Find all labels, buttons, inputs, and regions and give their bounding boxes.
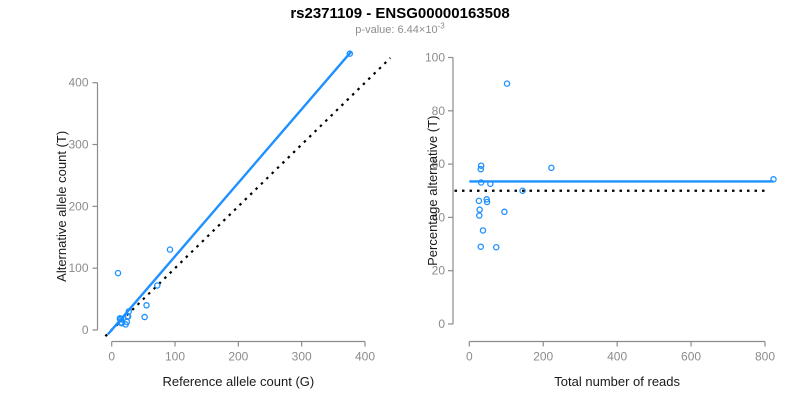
y-tick-label: 40 [432, 210, 446, 224]
data-point [483, 196, 490, 203]
data-point [154, 282, 161, 289]
x-tick-label: 400 [355, 350, 375, 364]
data-point [114, 269, 122, 277]
data-point [519, 187, 526, 194]
y-tick-label: 300 [68, 138, 88, 152]
data-point [122, 321, 129, 328]
y-tick-label: 100 [68, 261, 88, 275]
y-tick-label: 80 [432, 104, 446, 118]
data-point [141, 313, 148, 321]
y-tick-label: 60 [432, 157, 446, 171]
data-point [548, 164, 555, 172]
data-point [503, 80, 511, 87]
x-axis-title: Total number of reads [554, 374, 680, 389]
data-point [143, 302, 150, 309]
data-point [117, 316, 125, 323]
data-point [487, 180, 494, 188]
x-tick-label: 200 [533, 350, 553, 364]
x-axis-title: Reference allele count (G) [162, 374, 314, 389]
data-point [346, 50, 354, 57]
x-tick-label: 600 [681, 350, 701, 364]
pvalue-text: p-value: 6.44×10 [355, 24, 438, 36]
data-point [477, 243, 485, 250]
data-point [477, 179, 485, 186]
x-tick-label: 200 [228, 350, 248, 364]
y-tick-label: 0 [438, 317, 445, 331]
y-axis-title: Alternative allele count (T) [54, 131, 69, 282]
data-point [166, 246, 174, 253]
pvalue-exponent: -3 [437, 21, 445, 31]
data-point [493, 243, 500, 251]
data-point [483, 198, 491, 206]
y-tick-label: 0 [82, 323, 89, 337]
y-tick-label: 200 [68, 199, 88, 213]
data-point [476, 212, 483, 219]
x-tick-label: 100 [165, 350, 185, 364]
x-tick-label: 0 [466, 350, 473, 364]
data-point [501, 208, 508, 216]
left-scatter-plot: 0 100 200 300 400 0 100 200 300 400 Reference alle… [54, 50, 392, 389]
data-point [479, 227, 487, 234]
x-tick-label: 800 [755, 350, 775, 364]
data-point [476, 206, 483, 213]
fit-line [106, 51, 352, 336]
y-tick-label: 400 [68, 76, 88, 90]
x-tick-label: 300 [292, 350, 312, 364]
figure-subtitle: p-value: 6.44×10-3 [0, 21, 800, 36]
figure-title: rs2371109 - ENSG00000163508 [290, 5, 510, 22]
right-scatter-plot: 0 20 40 60 80 100 0 200 400 600 800 Total number of… [425, 51, 777, 389]
y-tick-label: 20 [432, 264, 446, 278]
identity-line [104, 57, 392, 337]
x-tick-label: 400 [607, 350, 627, 364]
data-point [770, 176, 777, 183]
data-point [477, 165, 485, 173]
x-tick-label: 0 [108, 350, 115, 364]
data-point [477, 162, 485, 169]
data-point [475, 197, 483, 205]
y-axis-title: Percentage alternative (T) [425, 116, 440, 266]
y-tick-label: 100 [425, 51, 445, 65]
